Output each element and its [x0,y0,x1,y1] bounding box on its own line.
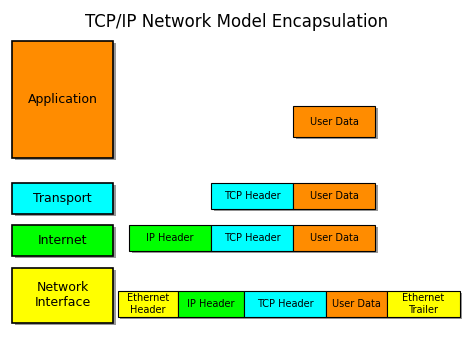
Text: TCP Header: TCP Header [224,233,281,243]
Text: Ethernet
Header: Ethernet Header [127,293,169,315]
Bar [15,185,116,216]
Text: User Data: User Data [310,116,359,127]
Bar [129,225,211,251]
Bar [244,291,326,317]
Bar [293,106,375,137]
Text: TCP Header: TCP Header [257,299,313,309]
Text: IP Header: IP Header [146,233,194,243]
Text: User Data: User Data [332,299,381,309]
Text: Ethernet
Trailer: Ethernet Trailer [402,293,444,315]
Bar [211,183,293,209]
Text: TCP Header: TCP Header [224,191,281,201]
Text: User Data: User Data [310,233,359,243]
Bar [178,291,244,317]
Bar [293,225,375,251]
Bar [214,185,378,211]
Bar [118,291,178,317]
Text: IP Header: IP Header [188,299,235,309]
Bar [387,291,459,317]
Text: TCP/IP Network Model Encapsulation: TCP/IP Network Model Encapsulation [85,13,389,31]
Text: Internet: Internet [38,234,87,247]
Text: Network
Interface: Network Interface [35,282,91,310]
Bar [15,43,116,160]
Text: Transport: Transport [33,192,92,205]
Bar [132,227,378,253]
Bar [12,41,113,158]
Bar [12,268,113,323]
Bar [211,225,293,251]
Bar [296,108,378,140]
Bar [120,293,462,320]
Bar [12,225,113,256]
Text: Application: Application [27,93,98,106]
Bar [15,271,116,324]
Bar [326,291,387,317]
Text: User Data: User Data [310,191,359,201]
Bar [15,227,116,258]
Bar [293,183,375,209]
Bar [12,183,113,214]
